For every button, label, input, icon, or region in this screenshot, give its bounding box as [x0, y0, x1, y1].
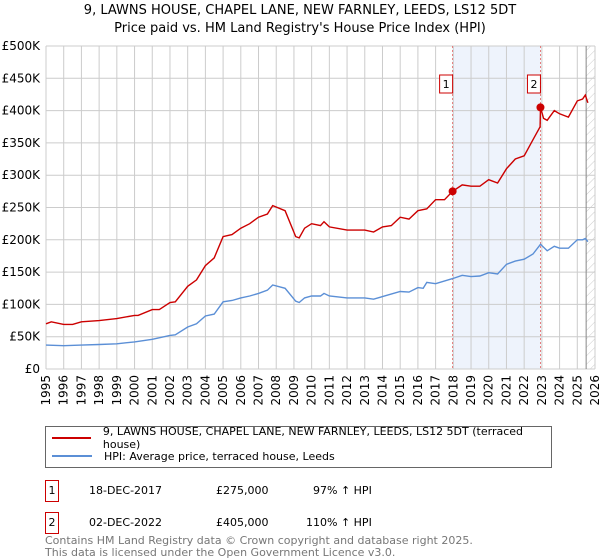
legend-swatch-blue: [52, 455, 92, 457]
x-tick-label: 2003: [181, 375, 195, 406]
x-tick-label: 2015: [393, 375, 407, 406]
x-tick-label: 2010: [305, 375, 319, 406]
x-tick-label: 1997: [74, 375, 88, 406]
footer: Contains HM Land Registry data © Crown c…: [45, 535, 473, 559]
x-tick-label: 2004: [198, 375, 212, 406]
transaction-price: £275,000: [216, 484, 269, 497]
x-tick-label: 2021: [499, 375, 513, 406]
x-tick-label: 2002: [163, 375, 177, 406]
marker-badge: [439, 74, 454, 94]
y-tick-label: £0: [25, 362, 40, 376]
transaction-hpi: 110% ↑ HPI: [306, 516, 372, 529]
footer-licence: This data is licensed under the Open Gov…: [45, 546, 396, 559]
transaction-hpi: 97% ↑ HPI: [313, 484, 372, 497]
transaction-date: 02-DEC-2022: [89, 516, 163, 529]
x-tick-label: 2016: [411, 375, 425, 406]
x-tick-label: 2020: [482, 375, 496, 406]
y-tick-label: £400K: [2, 104, 42, 118]
x-tick-label: 2014: [375, 375, 389, 406]
x-tick-label: 2008: [269, 375, 283, 406]
x-tick-label: 2013: [358, 375, 372, 406]
x-tick-label: 1998: [92, 375, 106, 406]
transaction-badge: 1: [45, 480, 59, 502]
x-tick-label: 2019: [464, 375, 478, 406]
x-tick-label: 2012: [340, 375, 354, 406]
transaction-badge: 2: [45, 512, 59, 534]
marker-label: 2: [530, 78, 537, 91]
transaction-price: £405,000: [216, 516, 269, 529]
y-tick-label: £350K: [2, 136, 42, 150]
x-tick-label: 1996: [57, 375, 71, 406]
x-tick-label: 2005: [216, 375, 230, 406]
chart-subtitle: Price paid vs. HM Land Registry's House …: [114, 21, 486, 36]
price-chart: 1995 1996 1997 1998 1999 2000 2001 2002 2003 2004…: [2, 39, 600, 406]
x-tick-label: 2011: [322, 375, 336, 406]
y-tick-label: £50K: [9, 330, 41, 344]
x-tick-label: 2006: [234, 375, 248, 406]
x-tick-label: 2018: [446, 375, 460, 406]
y-tick-label: £200K: [2, 233, 42, 247]
marker-badge: [526, 74, 541, 94]
legend: 9, LAWNS HOUSE, CHAPEL LANE, NEW FARNLEY…: [45, 425, 552, 468]
x-tick-label: 2026: [588, 375, 600, 406]
x-tick-label: 2000: [128, 375, 142, 406]
chart-title: 9, LAWNS HOUSE, CHAPEL LANE, NEW FARNLEY…: [83, 3, 517, 18]
legend-item-property: 9, LAWNS HOUSE, CHAPEL LANE, NEW FARNLEY…: [52, 425, 551, 451]
property-price-line: [45, 93, 589, 326]
x-tick-label: 2022: [517, 375, 531, 406]
x-tick-label: 2001: [145, 375, 159, 406]
hpi-line: [45, 237, 589, 347]
x-tick-label: 2023: [535, 375, 549, 406]
x-tick-label: 2009: [287, 375, 301, 406]
x-tick-label: 2024: [553, 375, 567, 406]
y-tick-label: £150K: [2, 265, 42, 279]
y-tick-label: £500K: [2, 39, 42, 53]
legend-swatch-red: [52, 437, 91, 439]
y-tick-label: £300K: [2, 168, 42, 182]
x-tick-label: 2007: [252, 375, 266, 406]
x-tick-label: 1995: [39, 375, 53, 406]
marker-label: 1: [443, 78, 450, 91]
legend-label: 9, LAWNS HOUSE, CHAPEL LANE, NEW FARNLEY…: [102, 425, 524, 451]
x-tick-label: 1999: [110, 375, 124, 406]
sale-point: [448, 187, 457, 196]
legend-label: HPI: Average price, terraced house, Leed…: [104, 449, 335, 463]
x-tick-label: 2025: [570, 375, 584, 406]
legend-item-hpi: HPI: Average price, terraced house, Leed…: [52, 448, 335, 464]
y-tick-label: £450K: [2, 71, 42, 85]
y-tick-label: £250K: [2, 201, 42, 215]
sale-point: [536, 103, 545, 112]
transaction-date: 18-DEC-2017: [89, 484, 163, 497]
footer-copyright: Contains HM Land Registry data © Crown c…: [45, 534, 473, 547]
y-tick-label: £100K: [2, 297, 42, 311]
x-tick-label: 2017: [429, 375, 443, 406]
